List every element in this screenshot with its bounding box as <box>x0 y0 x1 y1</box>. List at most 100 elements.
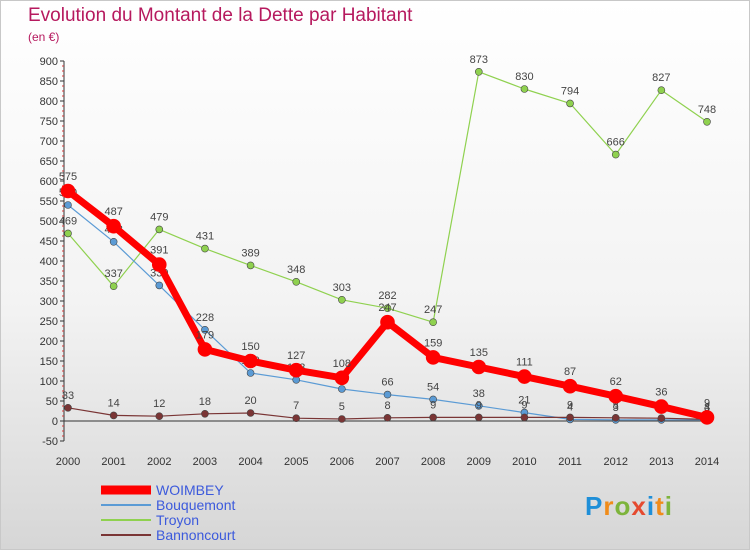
x-tick-label: 2014 <box>695 456 719 468</box>
data-point-bouquemont <box>474 401 483 410</box>
y-tick-label: 200 <box>40 336 58 348</box>
series-line-troyon <box>67 71 708 323</box>
x-tick-label: 2001 <box>101 456 125 468</box>
data-point-bannoncourt <box>429 413 437 422</box>
data-point-bannoncourt <box>566 413 574 422</box>
data-point-troyon <box>155 225 164 234</box>
data-label-troyon: 748 <box>698 104 716 116</box>
data-label-bannoncourt: 5 <box>339 401 345 413</box>
y-tick-label: 700 <box>40 136 58 148</box>
data-label-bouquemont: 21 <box>518 395 530 407</box>
data-point-troyon <box>338 295 346 304</box>
x-tick-label: 2006 <box>330 456 354 468</box>
x-tick-label: 2010 <box>512 456 536 468</box>
data-label-bouquemont: 54 <box>427 381 439 393</box>
data-label-bannoncourt: 12 <box>153 398 165 410</box>
y-tick-label: 300 <box>40 296 58 308</box>
data-label-bouquemont: 3 <box>613 402 619 414</box>
data-point-troyon <box>429 318 437 327</box>
data-label-woimbey: 391 <box>150 245 168 257</box>
data-point-woimbey <box>699 410 715 425</box>
logo-letter: r <box>603 491 615 521</box>
data-point-bouquemont <box>155 281 164 290</box>
data-point-woimbey <box>654 399 669 414</box>
data-point-bannoncourt <box>474 413 483 422</box>
data-label-bouquemont: 38 <box>473 388 485 400</box>
data-label-woimbey: 247 <box>378 302 396 314</box>
data-label-bannoncourt: 18 <box>199 396 211 408</box>
x-tick-label: 2007 <box>375 456 399 468</box>
data-point-bannoncourt <box>201 409 209 418</box>
data-label-woimbey: 87 <box>564 366 576 378</box>
data-label-bannoncourt: 33 <box>62 390 74 402</box>
data-point-woimbey <box>106 218 121 234</box>
data-point-troyon <box>566 99 574 108</box>
data-point-woimbey <box>288 362 304 378</box>
y-tick-label: 850 <box>40 76 58 88</box>
y-tick-label: 100 <box>40 376 58 388</box>
data-point-troyon <box>520 85 529 93</box>
data-point-troyon <box>611 150 620 159</box>
data-label-woimbey: 36 <box>655 387 667 399</box>
data-point-woimbey <box>151 257 167 272</box>
data-point-bannoncourt <box>657 414 666 423</box>
data-point-woimbey <box>197 342 213 357</box>
y-tick-label: 350 <box>40 276 58 288</box>
data-label-woimbey: 150 <box>241 341 259 353</box>
data-label-troyon: 389 <box>241 247 259 259</box>
data-point-bouquemont <box>64 201 72 209</box>
data-label-bannoncourt: 8 <box>384 400 390 412</box>
data-point-troyon <box>474 68 483 76</box>
data-label-bannoncourt: 20 <box>244 395 256 407</box>
data-label-troyon: 666 <box>607 137 625 149</box>
data-label-woimbey: 9 <box>704 397 710 409</box>
data-label-bannoncourt: 9 <box>430 399 436 411</box>
data-point-woimbey <box>243 353 258 369</box>
x-tick-label: 2008 <box>421 456 445 468</box>
legend-item-bouquemont: Bouquemont <box>101 497 236 513</box>
data-point-bouquemont <box>429 395 437 404</box>
data-label-troyon: 303 <box>333 282 351 294</box>
legend-item-troyon: Troyon <box>101 512 199 528</box>
data-point-troyon <box>292 277 301 286</box>
data-label-woimbey: 135 <box>470 347 488 359</box>
data-label-troyon: 830 <box>515 71 533 83</box>
legend-label-troyon: Troyon <box>156 512 199 528</box>
data-label-bouquemont: 228 <box>196 312 214 324</box>
data-label-woimbey: 179 <box>196 329 214 341</box>
data-point-woimbey <box>425 350 441 365</box>
data-label-troyon: 479 <box>150 211 168 223</box>
data-label-troyon: 827 <box>652 72 670 84</box>
data-point-troyon <box>64 229 72 238</box>
x-tick-label: 2011 <box>558 456 582 468</box>
data-point-bannoncourt <box>338 415 346 423</box>
logo-letter: x <box>631 491 647 521</box>
data-point-troyon <box>109 282 118 291</box>
data-label-troyon: 282 <box>378 290 396 302</box>
data-point-bouquemont <box>338 385 346 393</box>
data-label-woimbey: 575 <box>59 171 77 183</box>
data-label-bannoncourt: 9 <box>476 399 482 411</box>
x-tick-label: 2004 <box>238 456 262 468</box>
data-label-bannoncourt: 8 <box>613 400 619 412</box>
y-tick-label: 450 <box>40 236 58 248</box>
data-point-bannoncourt <box>383 413 392 422</box>
data-point-bannoncourt <box>611 413 620 422</box>
legend-item-woimbey: WOIMBEY <box>101 482 224 498</box>
y-tick-label: 900 <box>40 56 58 68</box>
logo-letter: i <box>664 491 673 521</box>
data-label-troyon: 247 <box>424 304 442 316</box>
x-tick-label: 2013 <box>649 456 673 468</box>
data-point-bouquemont <box>246 369 255 377</box>
data-point-bannoncourt <box>109 411 118 420</box>
y-tick-label: 50 <box>46 396 58 408</box>
data-label-bouquemont: 3 <box>704 402 710 414</box>
y-tick-label: 150 <box>40 356 58 368</box>
data-label-troyon: 337 <box>104 268 122 280</box>
logo-letter: t <box>655 491 665 521</box>
data-point-woimbey <box>334 370 350 386</box>
y-tick-label: 400 <box>40 256 58 268</box>
x-tick-label: 2005 <box>284 456 308 468</box>
